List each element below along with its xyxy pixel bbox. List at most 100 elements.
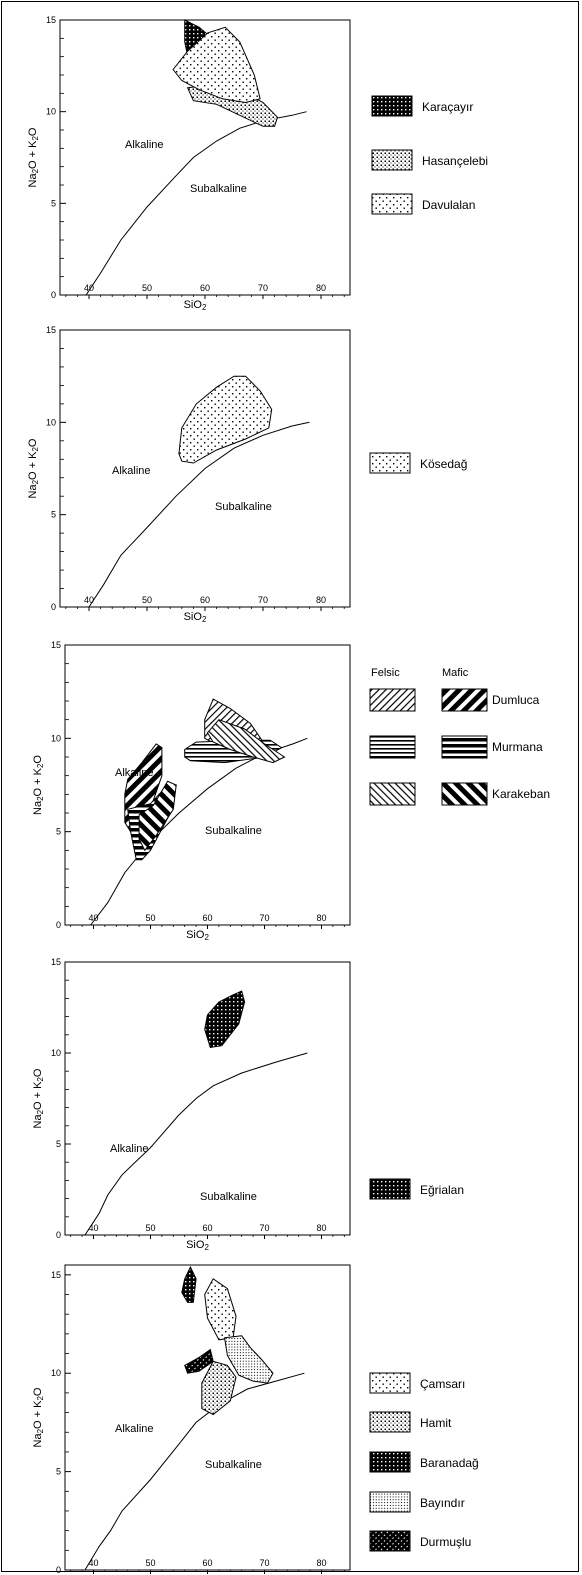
x-tick-label: 40 <box>88 913 98 923</box>
legend-swatch <box>371 149 413 171</box>
subalkaline-label: Subalkaline <box>205 825 262 837</box>
x-tick-label: 40 <box>84 595 94 605</box>
legend-swatch <box>371 95 413 117</box>
legend-swatch <box>369 1178 411 1200</box>
y-tick-label: 0 <box>56 1230 61 1240</box>
y-tick-label: 5 <box>56 827 61 837</box>
legend-label: Karakeban <box>492 787 550 801</box>
legend-swatch-mafic <box>441 782 488 806</box>
alkaline-label: Alkaline <box>110 1143 149 1155</box>
y-tick-label: 10 <box>46 417 56 427</box>
x-tick-label: 70 <box>259 913 269 923</box>
legend: Eğrialan <box>369 1178 464 1200</box>
x-tick-label: 80 <box>316 595 326 605</box>
subalkaline-label: Subalkaline <box>215 501 272 513</box>
legend-swatch <box>371 193 413 215</box>
y-tick-label: 0 <box>51 290 56 300</box>
x-tick-label: 40 <box>88 1558 98 1568</box>
x-tick-label: 70 <box>259 1558 269 1568</box>
plot-frame <box>64 644 351 926</box>
chart-panel-3: 40 50 60 70 80 0 5 10 15 SiO2 Na2O + K2O Alkaline Su… <box>32 640 550 942</box>
legend-swatch-felsic <box>369 782 416 806</box>
y-tick-label: 5 <box>56 1139 61 1149</box>
subalkaline-label: Subalkaline <box>190 183 247 195</box>
x-tick-label: 50 <box>145 1223 155 1233</box>
alkaline-subalkaline-boundary <box>85 111 307 296</box>
y-tick-label: 0 <box>56 1565 61 1575</box>
legend-label: Hamit <box>420 1416 452 1430</box>
y-axis-label: Na2O + K2O <box>27 438 40 498</box>
legend: Kösedağ <box>369 452 467 474</box>
field-bay-nd-r <box>224 1335 274 1384</box>
alkaline-label: Alkaline <box>115 1423 154 1435</box>
chart-panel-2: 40 50 60 70 80 0 5 10 15 SiO2 Na2O + K2O Alkaline Su… <box>27 325 467 624</box>
legend-label: Murmana <box>492 740 543 754</box>
x-tick-label: 60 <box>202 1558 212 1568</box>
subalkaline-label: Subalkaline <box>205 1459 262 1471</box>
y-tick-label: 10 <box>51 1368 61 1378</box>
x-tick-label: 80 <box>316 1558 326 1568</box>
legend-label: Çamsarı <box>420 1377 465 1391</box>
x-tick-label: 70 <box>258 595 268 605</box>
x-tick-label: 80 <box>316 913 326 923</box>
legend-swatch-mafic <box>441 688 488 712</box>
field-hamit <box>201 1360 237 1416</box>
legend-swatch <box>369 1491 411 1513</box>
field-karakeban-felsic <box>206 719 286 764</box>
legend-label: Karaçayır <box>422 100 473 114</box>
chart-panel-4: 40 50 60 70 80 0 5 10 15 SiO2 Na2O + K2O Alkaline Su… <box>32 957 464 1252</box>
alkaline-subalkaline-boundary <box>84 1372 305 1571</box>
x-tick-label: 60 <box>202 1223 212 1233</box>
field-k-seda- <box>178 375 273 464</box>
legend-label: Hasançelebi <box>422 154 488 168</box>
x-tick-label: 80 <box>316 283 326 293</box>
legend-swatch-mafic <box>441 735 488 759</box>
legend-header-felsic: Felsic <box>371 667 400 679</box>
field-durmu-lu <box>184 1348 214 1374</box>
y-axis-label: Na2O + K2O <box>32 755 45 815</box>
legend-label: Bayındır <box>420 1496 465 1510</box>
subalkaline-label: Subalkaline <box>200 1191 257 1203</box>
y-axis-label: Na2O + K2O <box>27 127 40 187</box>
legend-swatch <box>369 452 411 474</box>
legend-label: Durmuşlu <box>420 1535 471 1549</box>
legend-swatch-felsic <box>369 688 416 712</box>
x-tick-label: 50 <box>142 595 152 605</box>
x-tick-label: 40 <box>84 283 94 293</box>
field-davulalan <box>172 26 261 104</box>
field--amsar- <box>204 1278 237 1341</box>
y-axis-label: Na2O + K2O <box>32 1068 45 1128</box>
legend-header-mafic: Mafic <box>442 667 469 679</box>
x-tick-label: 80 <box>316 1223 326 1233</box>
x-tick-label: 60 <box>200 283 210 293</box>
y-tick-label: 15 <box>51 1270 61 1280</box>
y-tick-label: 10 <box>51 1048 61 1058</box>
x-axis-label: SiO2 <box>186 929 209 942</box>
legend: Çamsarı Hamit Baranadağ Bayındır Durmuşlu <box>369 1372 479 1552</box>
y-tick-label: 15 <box>46 15 56 25</box>
y-tick-label: 10 <box>51 733 61 743</box>
alkaline-subalkaline-boundary <box>88 421 310 608</box>
x-axis-label: SiO2 <box>184 299 207 312</box>
x-tick-label: 60 <box>200 595 210 605</box>
field-baranada- <box>181 1265 197 1303</box>
y-tick-label: 5 <box>51 510 56 520</box>
x-tick-label: 70 <box>259 1223 269 1233</box>
y-axis-label: Na2O + K2O <box>32 1387 45 1447</box>
x-tick-label: 50 <box>145 913 155 923</box>
legend-swatch <box>369 1530 411 1552</box>
field-karakeban-mafic <box>138 780 177 852</box>
alkaline-subalkaline-boundary <box>84 1052 308 1236</box>
y-tick-label: 15 <box>51 957 61 967</box>
y-tick-label: 0 <box>56 920 61 930</box>
legend-label: Kösedağ <box>420 457 467 471</box>
y-tick-label: 5 <box>51 198 56 208</box>
legend-swatch-felsic <box>369 735 416 759</box>
y-tick-label: 15 <box>51 640 61 650</box>
y-tick-label: 0 <box>51 602 56 612</box>
legend-swatch <box>369 1451 411 1473</box>
x-tick-label: 50 <box>145 1558 155 1568</box>
alkaline-label: Alkaline <box>125 139 164 151</box>
x-tick-label: 70 <box>258 283 268 293</box>
x-tick-label: 60 <box>202 913 212 923</box>
